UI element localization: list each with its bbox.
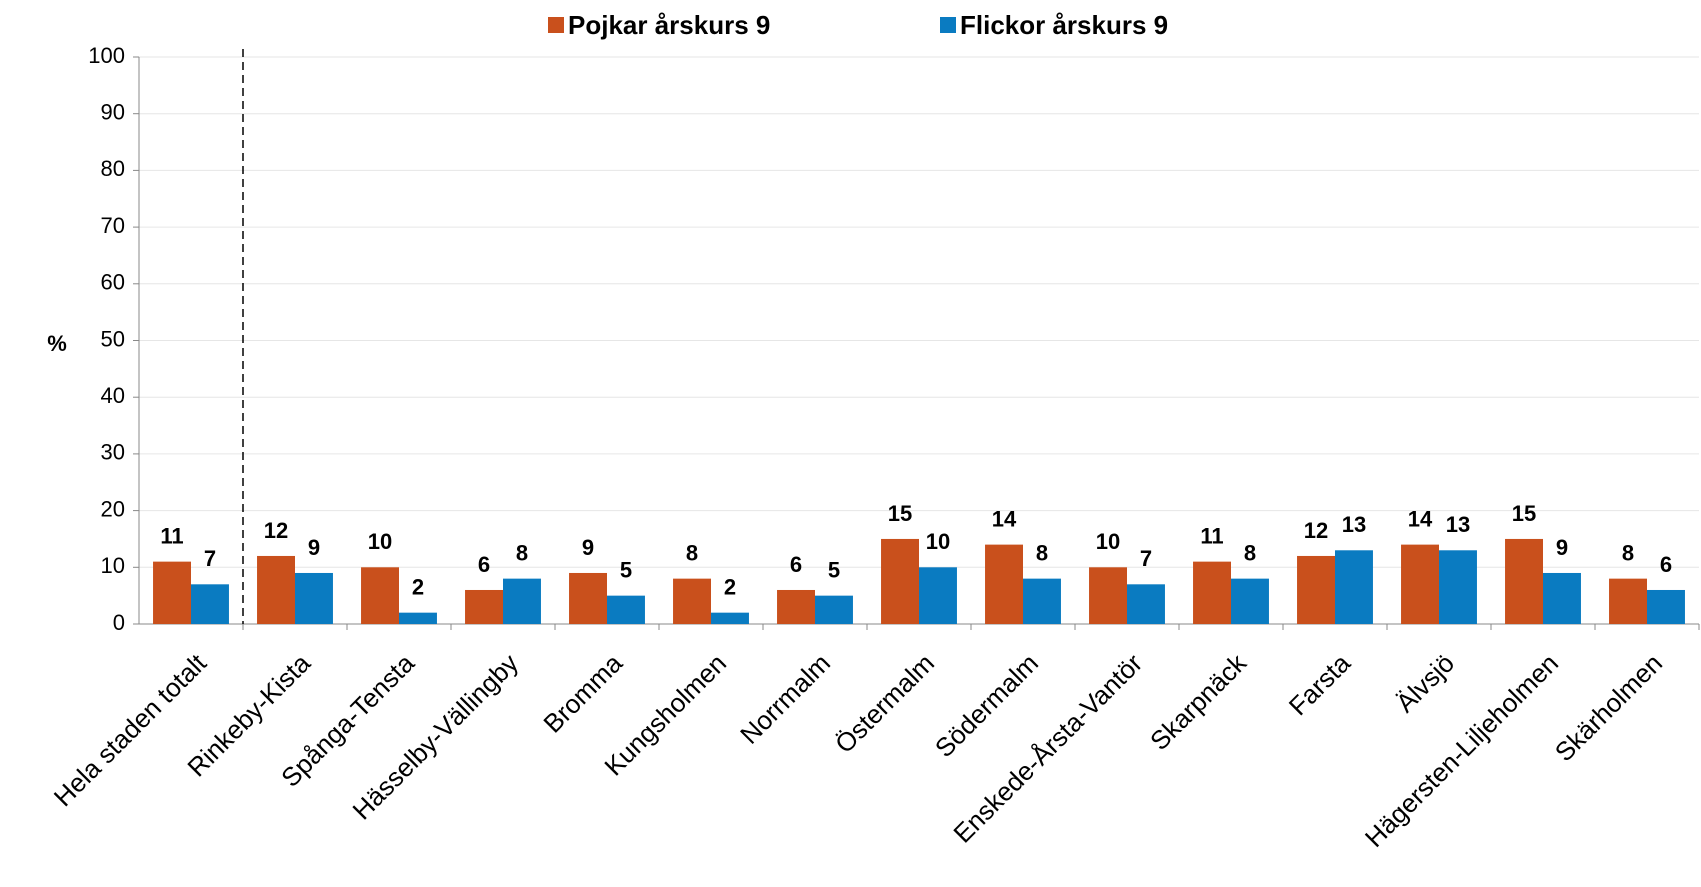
data-label: 5 xyxy=(828,557,840,582)
data-label: 11 xyxy=(160,523,183,548)
legend-label: Flickor årskurs 9 xyxy=(960,10,1168,40)
x-tick-label: Södermalm xyxy=(929,648,1044,763)
bar xyxy=(777,589,815,624)
bar xyxy=(1089,567,1127,624)
y-tick-label: 80 xyxy=(101,156,125,181)
legend-label: Pojkar årskurs 9 xyxy=(568,10,770,40)
bar xyxy=(607,595,645,624)
bar xyxy=(465,589,503,624)
bar xyxy=(295,572,333,624)
data-label: 9 xyxy=(582,535,594,560)
data-label: 8 xyxy=(686,540,698,565)
bar xyxy=(569,572,607,624)
bar xyxy=(985,544,1023,624)
bar xyxy=(1439,550,1477,624)
data-label: 10 xyxy=(368,529,392,554)
y-tick-label: 20 xyxy=(101,496,125,521)
data-label: 10 xyxy=(1096,529,1120,554)
bar xyxy=(399,612,437,624)
x-tick-label: Skärholmen xyxy=(1549,648,1668,767)
y-tick-label: 0 xyxy=(113,610,125,635)
bar xyxy=(191,584,229,624)
bar xyxy=(1297,555,1335,624)
data-label: 14 xyxy=(1408,506,1433,531)
y-tick-label: 100 xyxy=(88,43,125,68)
x-tick-label: Östermalm xyxy=(829,648,940,759)
y-tick-label: 40 xyxy=(101,383,125,408)
data-label: 15 xyxy=(1512,501,1536,526)
data-label: 9 xyxy=(308,535,320,560)
data-label: 10 xyxy=(926,529,950,554)
data-label: 9 xyxy=(1556,535,1568,560)
x-tick-label: Farsta xyxy=(1283,648,1357,722)
bar xyxy=(815,595,853,624)
data-label: 15 xyxy=(888,501,912,526)
data-label: 5 xyxy=(620,557,632,582)
bar xyxy=(673,578,711,624)
data-label: 2 xyxy=(412,574,424,599)
y-tick-label: 10 xyxy=(101,553,125,578)
data-label: 8 xyxy=(1244,540,1256,565)
data-label: 12 xyxy=(264,518,288,543)
y-tick-label: 60 xyxy=(101,270,125,295)
bar xyxy=(153,561,191,624)
data-label: 6 xyxy=(790,552,802,577)
data-label: 11 xyxy=(1200,523,1223,548)
x-tick-label: Älvsjö xyxy=(1390,648,1460,718)
bar xyxy=(919,567,957,624)
bar xyxy=(881,538,919,624)
data-label: 13 xyxy=(1342,512,1366,537)
legend-swatch xyxy=(940,17,956,33)
data-label: 7 xyxy=(204,546,216,571)
bar xyxy=(1023,578,1061,624)
data-label: 14 xyxy=(992,506,1017,531)
data-label: 6 xyxy=(1660,552,1672,577)
bar xyxy=(1127,584,1165,624)
bar xyxy=(257,555,295,624)
data-label: 13 xyxy=(1446,512,1470,537)
data-label: 8 xyxy=(516,540,528,565)
bar xyxy=(1401,544,1439,624)
data-label: 2 xyxy=(724,574,736,599)
legend-swatch xyxy=(548,17,564,33)
bar xyxy=(1335,550,1373,624)
y-tick-label: 50 xyxy=(101,326,125,351)
x-tick-label: Norrmalm xyxy=(734,648,836,750)
bar xyxy=(361,567,399,624)
bar xyxy=(1543,572,1581,624)
x-tick-label: Hela staden totalt xyxy=(48,647,213,812)
bar xyxy=(711,612,749,624)
y-tick-label: 30 xyxy=(101,440,125,465)
bar xyxy=(1647,589,1685,624)
y-tick-label: 70 xyxy=(101,213,125,238)
bar xyxy=(1231,578,1269,624)
bar xyxy=(1193,561,1231,624)
data-label: 8 xyxy=(1036,540,1048,565)
y-tick-label: 90 xyxy=(101,100,125,125)
data-label: 6 xyxy=(478,552,490,577)
x-tick-label: Bromma xyxy=(537,648,628,739)
x-tick-label: Hägersten-Liljeholmen xyxy=(1359,648,1564,853)
bar xyxy=(503,578,541,624)
bar xyxy=(1609,578,1647,624)
x-tick-label: Enskede-Årsta-Vantör xyxy=(947,648,1148,849)
x-tick-label: Skarpnäck xyxy=(1144,647,1253,756)
data-label: 7 xyxy=(1140,546,1152,571)
y-axis-label: % xyxy=(47,331,67,356)
bar xyxy=(1505,538,1543,624)
data-label: 8 xyxy=(1622,540,1634,565)
data-label: 12 xyxy=(1304,518,1328,543)
